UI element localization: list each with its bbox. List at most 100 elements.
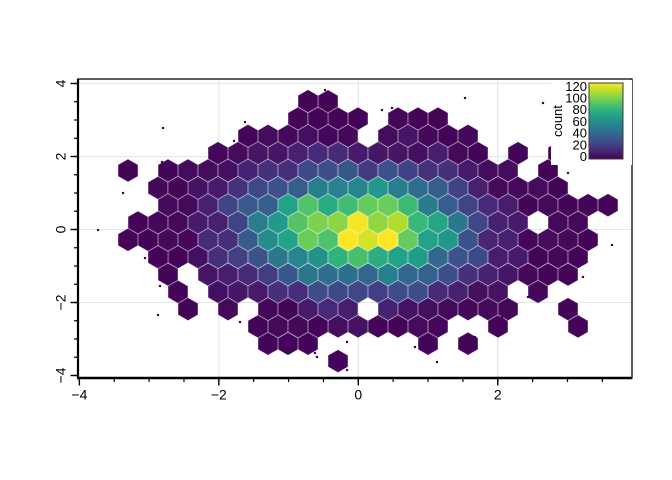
hexbin-cell [377,227,399,252]
hexbin-cell [287,106,309,131]
hexbin-cell [187,176,209,200]
hexbin-cell [337,124,359,148]
outlier-dot [423,336,427,340]
hexbin-cell [557,227,579,252]
hexbin-cell [287,314,309,339]
hexbin-cell [227,210,249,235]
outlier-dot [473,335,477,339]
hexbin-cell [427,245,449,269]
hexbin-cell [367,314,389,339]
colorbar-tick-label: 20 [573,137,587,152]
hexbin-cell [257,331,279,356]
hexbin-cell [237,124,259,148]
hexbin-cell [197,193,219,218]
hexbin-cell [307,279,329,304]
hexbin-cell [327,279,349,304]
hexbin-cell [357,158,379,183]
hexbin-cell [387,279,409,304]
hexbin-cell [417,297,439,321]
hexbin-cell [507,176,529,200]
hexbin-cell [177,193,199,218]
outlier-dot [463,96,467,100]
hexbin-cell [377,124,399,148]
outlier-dot [243,120,247,124]
hexbin-cell [287,176,309,200]
hexbin-cell [457,262,479,287]
hexbin-cell [317,227,339,252]
outlier-dot [174,287,178,291]
hexbin-cell [397,227,419,252]
hexbin-cell [547,210,569,235]
hexbin-cell [447,245,469,269]
outlier-dot [581,275,585,279]
x-tick-label: −2 [211,387,227,403]
hexbin-cell [397,193,419,218]
hexbin-cell [127,210,149,235]
hexbin-cell [357,227,379,252]
hexbin-cell [337,193,359,218]
hexbin-cell [447,279,469,304]
hexbin-cell [467,210,489,235]
hexbin-cell [287,245,309,269]
hexbin-cell [237,193,259,218]
colorbar-tick-label: 100 [565,91,587,106]
hexbin-cell [497,227,519,252]
hexbin-cell [297,297,319,321]
hexbin-cell [217,262,239,287]
hexbin-cell [247,210,269,235]
hexbin-cell [227,141,249,166]
outlier-dot [380,108,384,112]
y-tick-label: −4 [53,367,69,383]
hexbin-cell [427,279,449,304]
hexbin-cell [237,262,259,287]
hexbin-cell [437,262,459,287]
hexbin-cell [187,210,209,235]
hexbin-cell [207,279,229,304]
hexbin-cell [347,279,369,304]
hexbin-cell [447,176,469,200]
hexbin-cell [517,227,539,252]
hexbin-cell [447,210,469,235]
hexbin-cell [417,158,439,183]
hexbin-cell [327,176,349,200]
hexbin-cell [267,176,289,200]
hexbin-cell [557,262,579,287]
hexbin-cell [347,176,369,200]
hexbin-cell [527,245,549,269]
hexbin-cell [457,331,479,356]
outlier-dot [156,313,160,317]
outlier-dot [315,355,319,359]
hexbin-cell [387,106,409,131]
hexbin-cell [177,297,199,321]
hexbin-cell [357,262,379,287]
hexbin-cell [467,176,489,200]
hexbin-cell [157,193,179,218]
hexbin-cell [257,297,279,321]
hexbin-cell [307,176,329,200]
hexbin-cell [337,297,359,321]
hexbin-cell [117,158,139,183]
hexbin-cell [307,210,329,235]
hexbin-cell [367,141,389,166]
hexbin-cell [267,279,289,304]
outlier-dot [430,113,434,117]
hexbin-cell [327,245,349,269]
outlier-dot [610,243,614,247]
x-tick-label: 2 [494,387,502,403]
hexbin-cell [567,245,589,269]
hexbin-cell [427,176,449,200]
colorbar-tick-label: 80 [573,102,587,117]
hexbin-cell [447,141,469,166]
hexbin-cell [487,279,509,304]
outlier-dot [413,345,417,349]
outlier-dot [526,295,530,299]
hexbin-cell [227,279,249,304]
hexbin-cell [207,210,229,235]
hexbin-cell [457,158,479,183]
hexbin-cell [437,297,459,321]
hexbin-cell [367,279,389,304]
hexbin-cell [387,314,409,339]
outlier-dot [238,320,242,324]
